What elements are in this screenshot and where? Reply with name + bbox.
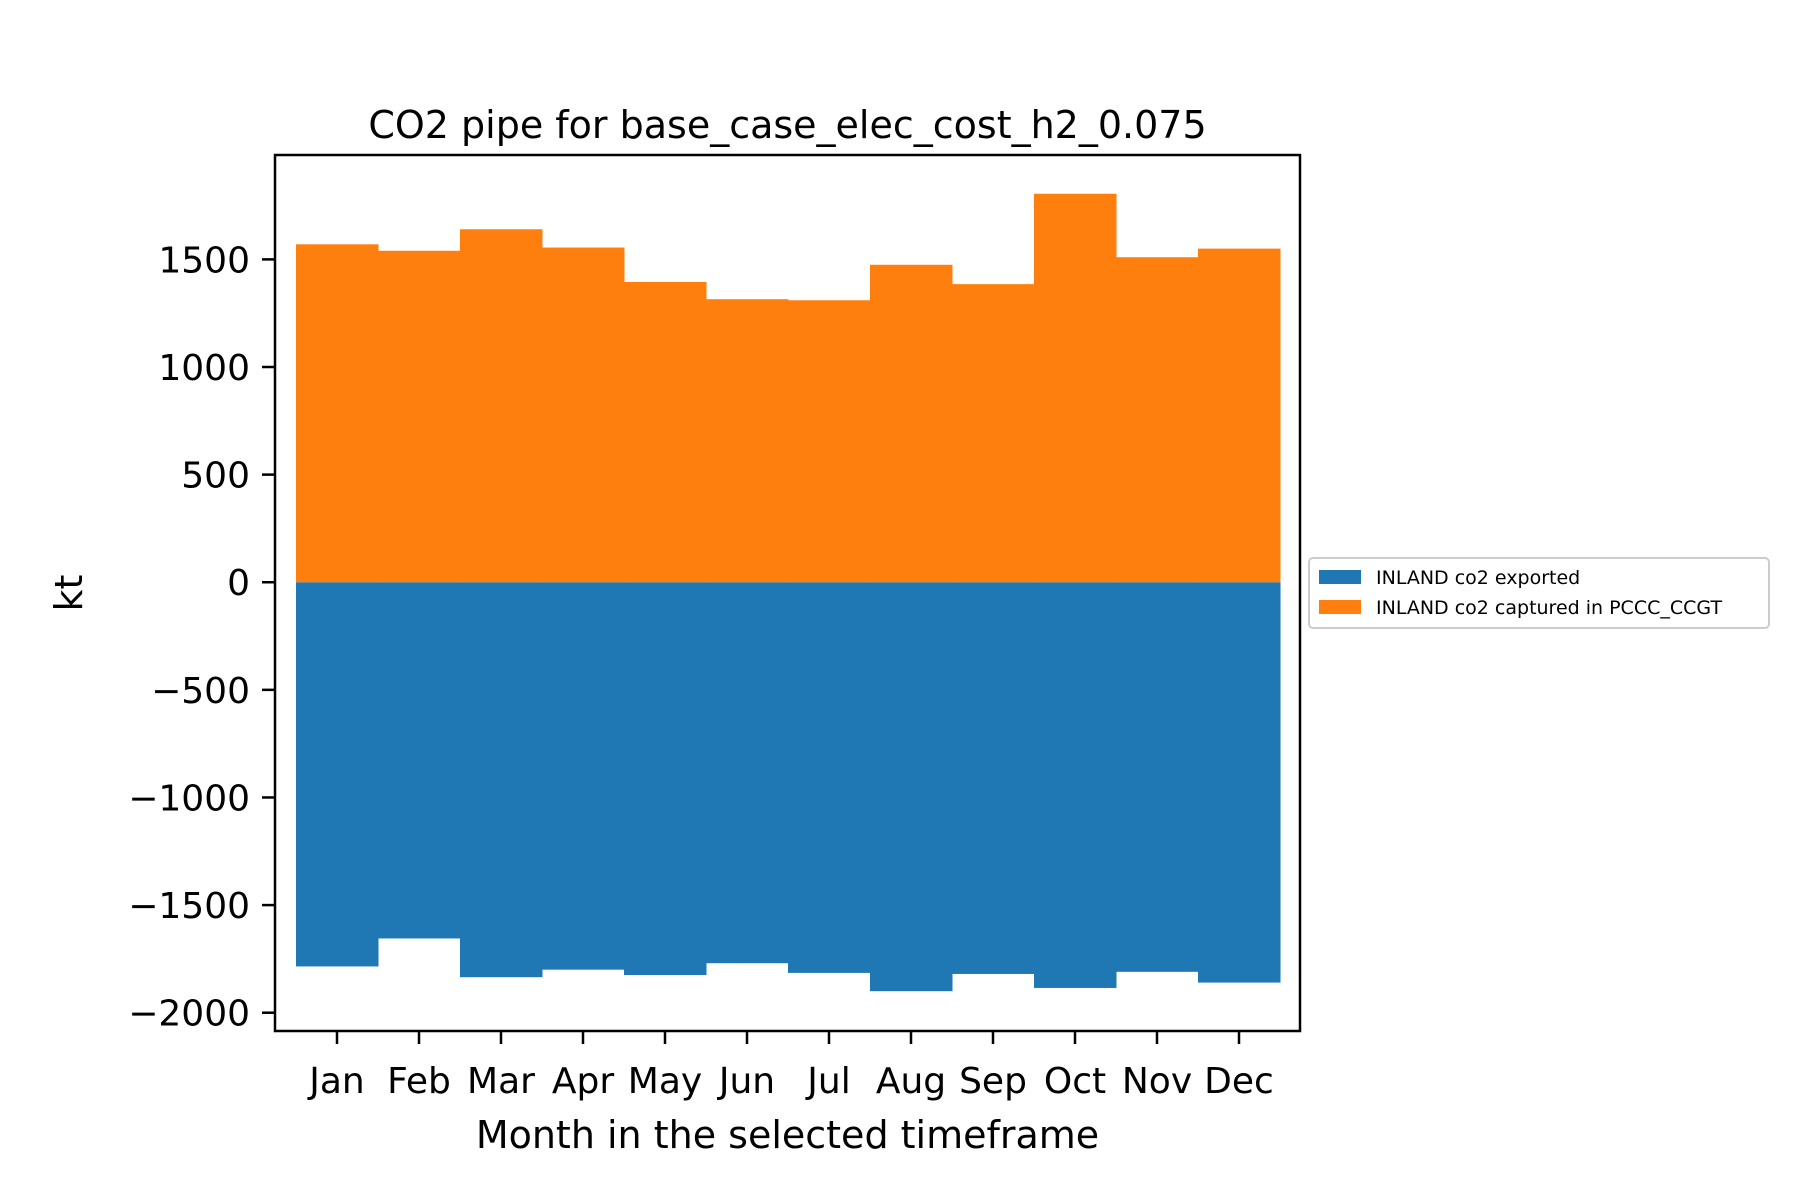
bar-captured-sep (952, 284, 1035, 583)
x-tick-label-jul: Jul (805, 1061, 850, 1102)
x-tick-label-feb: Feb (387, 1061, 451, 1102)
bar-captured-oct (1034, 193, 1117, 583)
y-tick-label: −1000 (128, 778, 250, 819)
x-tick-label-apr: Apr (552, 1061, 614, 1102)
bar-captured-nov (1116, 257, 1199, 583)
bar-captured-feb (378, 250, 461, 583)
y-tick-label: −500 (151, 671, 250, 712)
bar-exported-apr (542, 582, 625, 970)
y-tick-label: −2000 (128, 994, 250, 1035)
bar-exported-nov (1116, 582, 1199, 972)
bar-exported-oct (1034, 582, 1117, 988)
bar-exported-jun (706, 582, 789, 964)
y-tick-label: 1000 (158, 348, 250, 389)
bars-group (296, 193, 1281, 992)
legend-label-exported: INLAND co2 exported (1376, 567, 1580, 589)
bar-captured-may (624, 281, 707, 583)
legend: INLAND co2 exported INLAND co2 captured i… (1308, 557, 1770, 629)
bar-exported-jul (788, 582, 871, 973)
legend-swatch-exported (1319, 570, 1361, 584)
y-tick-label: −1500 (128, 886, 250, 927)
bar-captured-jul (788, 300, 871, 583)
x-tick-label-mar: Mar (467, 1061, 535, 1102)
bar-captured-mar (460, 229, 543, 583)
x-tick-label-sep: Sep (959, 1061, 1027, 1102)
y-tick-label: 0 (227, 563, 250, 604)
bar-captured-jan (296, 244, 379, 583)
x-tick-label-jan: Jan (307, 1061, 365, 1102)
legend-label-captured: INLAND co2 captured in PCCC_CCGT (1376, 597, 1722, 619)
bar-captured-jun (706, 299, 789, 583)
x-tick-label-nov: Nov (1122, 1061, 1192, 1102)
bar-captured-apr (542, 247, 625, 583)
chart-title: CO2 pipe for base_case_elec_cost_h2_0.07… (368, 103, 1206, 147)
bar-exported-aug (870, 582, 953, 992)
bar-exported-dec (1198, 582, 1281, 983)
y-axis-label: kt (47, 575, 91, 612)
x-axis-label: Month in the selected timeframe (476, 1113, 1099, 1157)
x-tick-label-oct: Oct (1044, 1061, 1106, 1102)
bar-exported-feb (378, 582, 461, 939)
bar-captured-dec (1198, 248, 1281, 583)
y-axis: −2000 −1500 −1000 −500 0 500 1000 1500 (128, 240, 275, 1035)
bar-exported-may (624, 582, 707, 976)
x-axis: Jan Feb Mar Apr May Jun Jul Aug Sep Oct Nov Dec (307, 1031, 1274, 1102)
x-tick-label-may: May (628, 1061, 702, 1102)
bar-exported-sep (952, 582, 1035, 974)
bar-exported-jan (296, 582, 379, 967)
y-tick-label: 1500 (158, 240, 250, 281)
x-tick-label-jun: Jun (717, 1061, 775, 1102)
x-tick-label-dec: Dec (1204, 1061, 1274, 1102)
x-tick-label-aug: Aug (876, 1061, 946, 1102)
legend-swatch-captured (1319, 600, 1361, 614)
bar-exported-mar (460, 582, 543, 978)
legend-frame (1308, 557, 1770, 629)
plot-frame (273, 153, 1302, 1033)
y-tick-label: 500 (181, 456, 250, 497)
bar-captured-aug (870, 264, 953, 583)
